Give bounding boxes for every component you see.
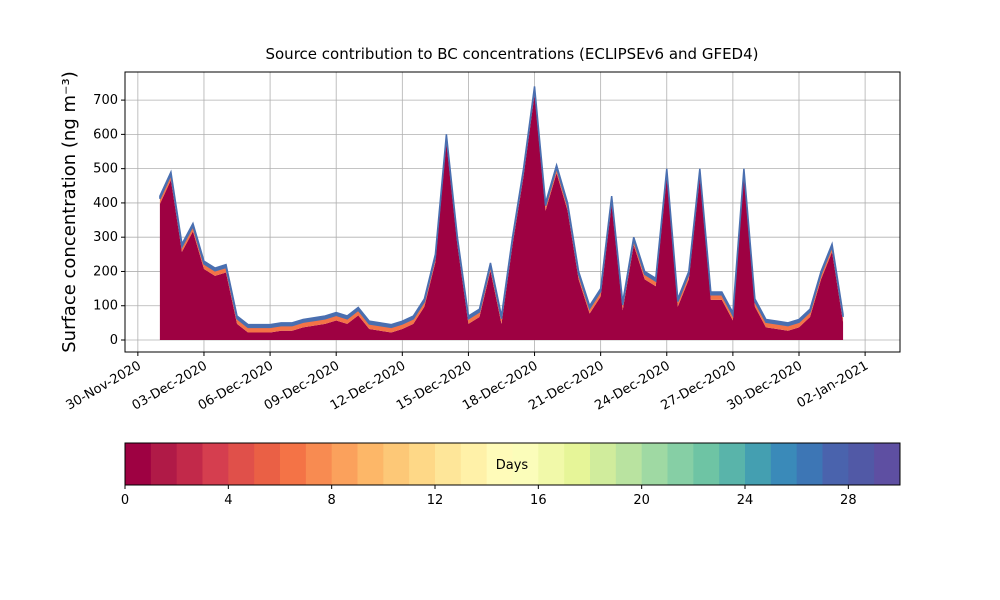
colorbar-tick-label: 24 bbox=[737, 493, 754, 508]
colorbar-cell bbox=[409, 443, 436, 485]
colorbar-cell bbox=[460, 443, 488, 485]
colorbar-cell bbox=[770, 443, 798, 485]
colorbar-cell bbox=[357, 443, 384, 485]
colorbar-cell bbox=[667, 443, 694, 485]
colorbar-cell bbox=[383, 443, 410, 485]
chart-title: Source contribution to BC concentrations… bbox=[265, 45, 758, 63]
colorbar-cell bbox=[228, 443, 255, 485]
plot-frame bbox=[124, 71, 901, 353]
colorbar-cell bbox=[822, 443, 849, 485]
colorbar-cell bbox=[280, 443, 307, 485]
y-tick-label: 100 bbox=[93, 299, 118, 314]
colorbar-cell bbox=[486, 443, 513, 485]
colorbar-cell bbox=[512, 443, 539, 485]
colorbar-cell bbox=[796, 443, 823, 485]
colorbar-tick-label: 20 bbox=[633, 493, 650, 508]
colorbar-cell bbox=[254, 443, 281, 485]
colorbar-tick-label: 28 bbox=[840, 493, 857, 508]
area bbox=[159, 94, 844, 341]
colorbar-cell bbox=[538, 443, 565, 485]
colorbar-cell bbox=[848, 443, 875, 485]
colorbar-cell bbox=[305, 443, 333, 485]
colorbar-frame bbox=[124, 442, 901, 486]
y-tick-label: 400 bbox=[93, 196, 118, 211]
y-tick-label: 500 bbox=[93, 162, 118, 177]
colorbar-tick-label: 12 bbox=[427, 493, 444, 508]
colorbar-cell bbox=[176, 443, 203, 485]
colorbar-cell bbox=[150, 443, 178, 485]
colorbar-cell bbox=[590, 443, 617, 485]
y-tick-label: 0 bbox=[110, 333, 118, 348]
colorbar-cell bbox=[125, 443, 152, 485]
colorbar-cell bbox=[331, 443, 358, 485]
colorbar-cell bbox=[202, 443, 229, 485]
colorbar-cell bbox=[874, 443, 901, 485]
colorbar-label: Days bbox=[496, 458, 529, 473]
x-tick-label: 30-Dec-2020 bbox=[725, 358, 805, 413]
colorbar-cell bbox=[719, 443, 746, 485]
colorbar-tick-label: 16 bbox=[530, 493, 547, 508]
y-axis-label: Surface concentration (ng m⁻³) bbox=[59, 71, 80, 353]
colorbar-cell bbox=[435, 443, 462, 485]
colorbar-cell bbox=[641, 443, 668, 485]
y-tick-label: 600 bbox=[93, 127, 118, 142]
y-tick-label: 700 bbox=[93, 93, 118, 108]
y-tick-label: 300 bbox=[93, 230, 118, 245]
y-tick-label: 200 bbox=[93, 264, 118, 279]
area bbox=[159, 86, 844, 329]
colorbar-tick-label: 8 bbox=[328, 493, 336, 508]
colorbar-tick-label: 4 bbox=[224, 493, 232, 508]
x-tick-label: 02-Jan-2021 bbox=[795, 358, 872, 411]
colorbar-cell bbox=[564, 443, 591, 485]
colorbar-cell bbox=[745, 443, 772, 485]
colorbar-cell bbox=[693, 443, 720, 485]
colorbar-cell bbox=[615, 443, 643, 485]
colorbar-tick-label: 0 bbox=[121, 493, 129, 508]
